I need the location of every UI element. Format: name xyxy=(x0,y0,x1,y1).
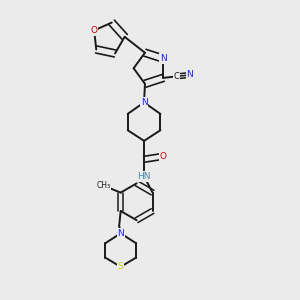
Text: CH₃: CH₃ xyxy=(96,181,110,190)
Text: N: N xyxy=(117,229,124,238)
Text: N: N xyxy=(141,98,147,107)
Text: N: N xyxy=(160,54,166,63)
Text: O: O xyxy=(160,152,167,161)
Text: N: N xyxy=(187,70,194,80)
Text: S: S xyxy=(118,262,124,271)
Text: HN: HN xyxy=(137,172,151,181)
Text: O: O xyxy=(91,26,98,35)
Text: C: C xyxy=(174,72,179,81)
